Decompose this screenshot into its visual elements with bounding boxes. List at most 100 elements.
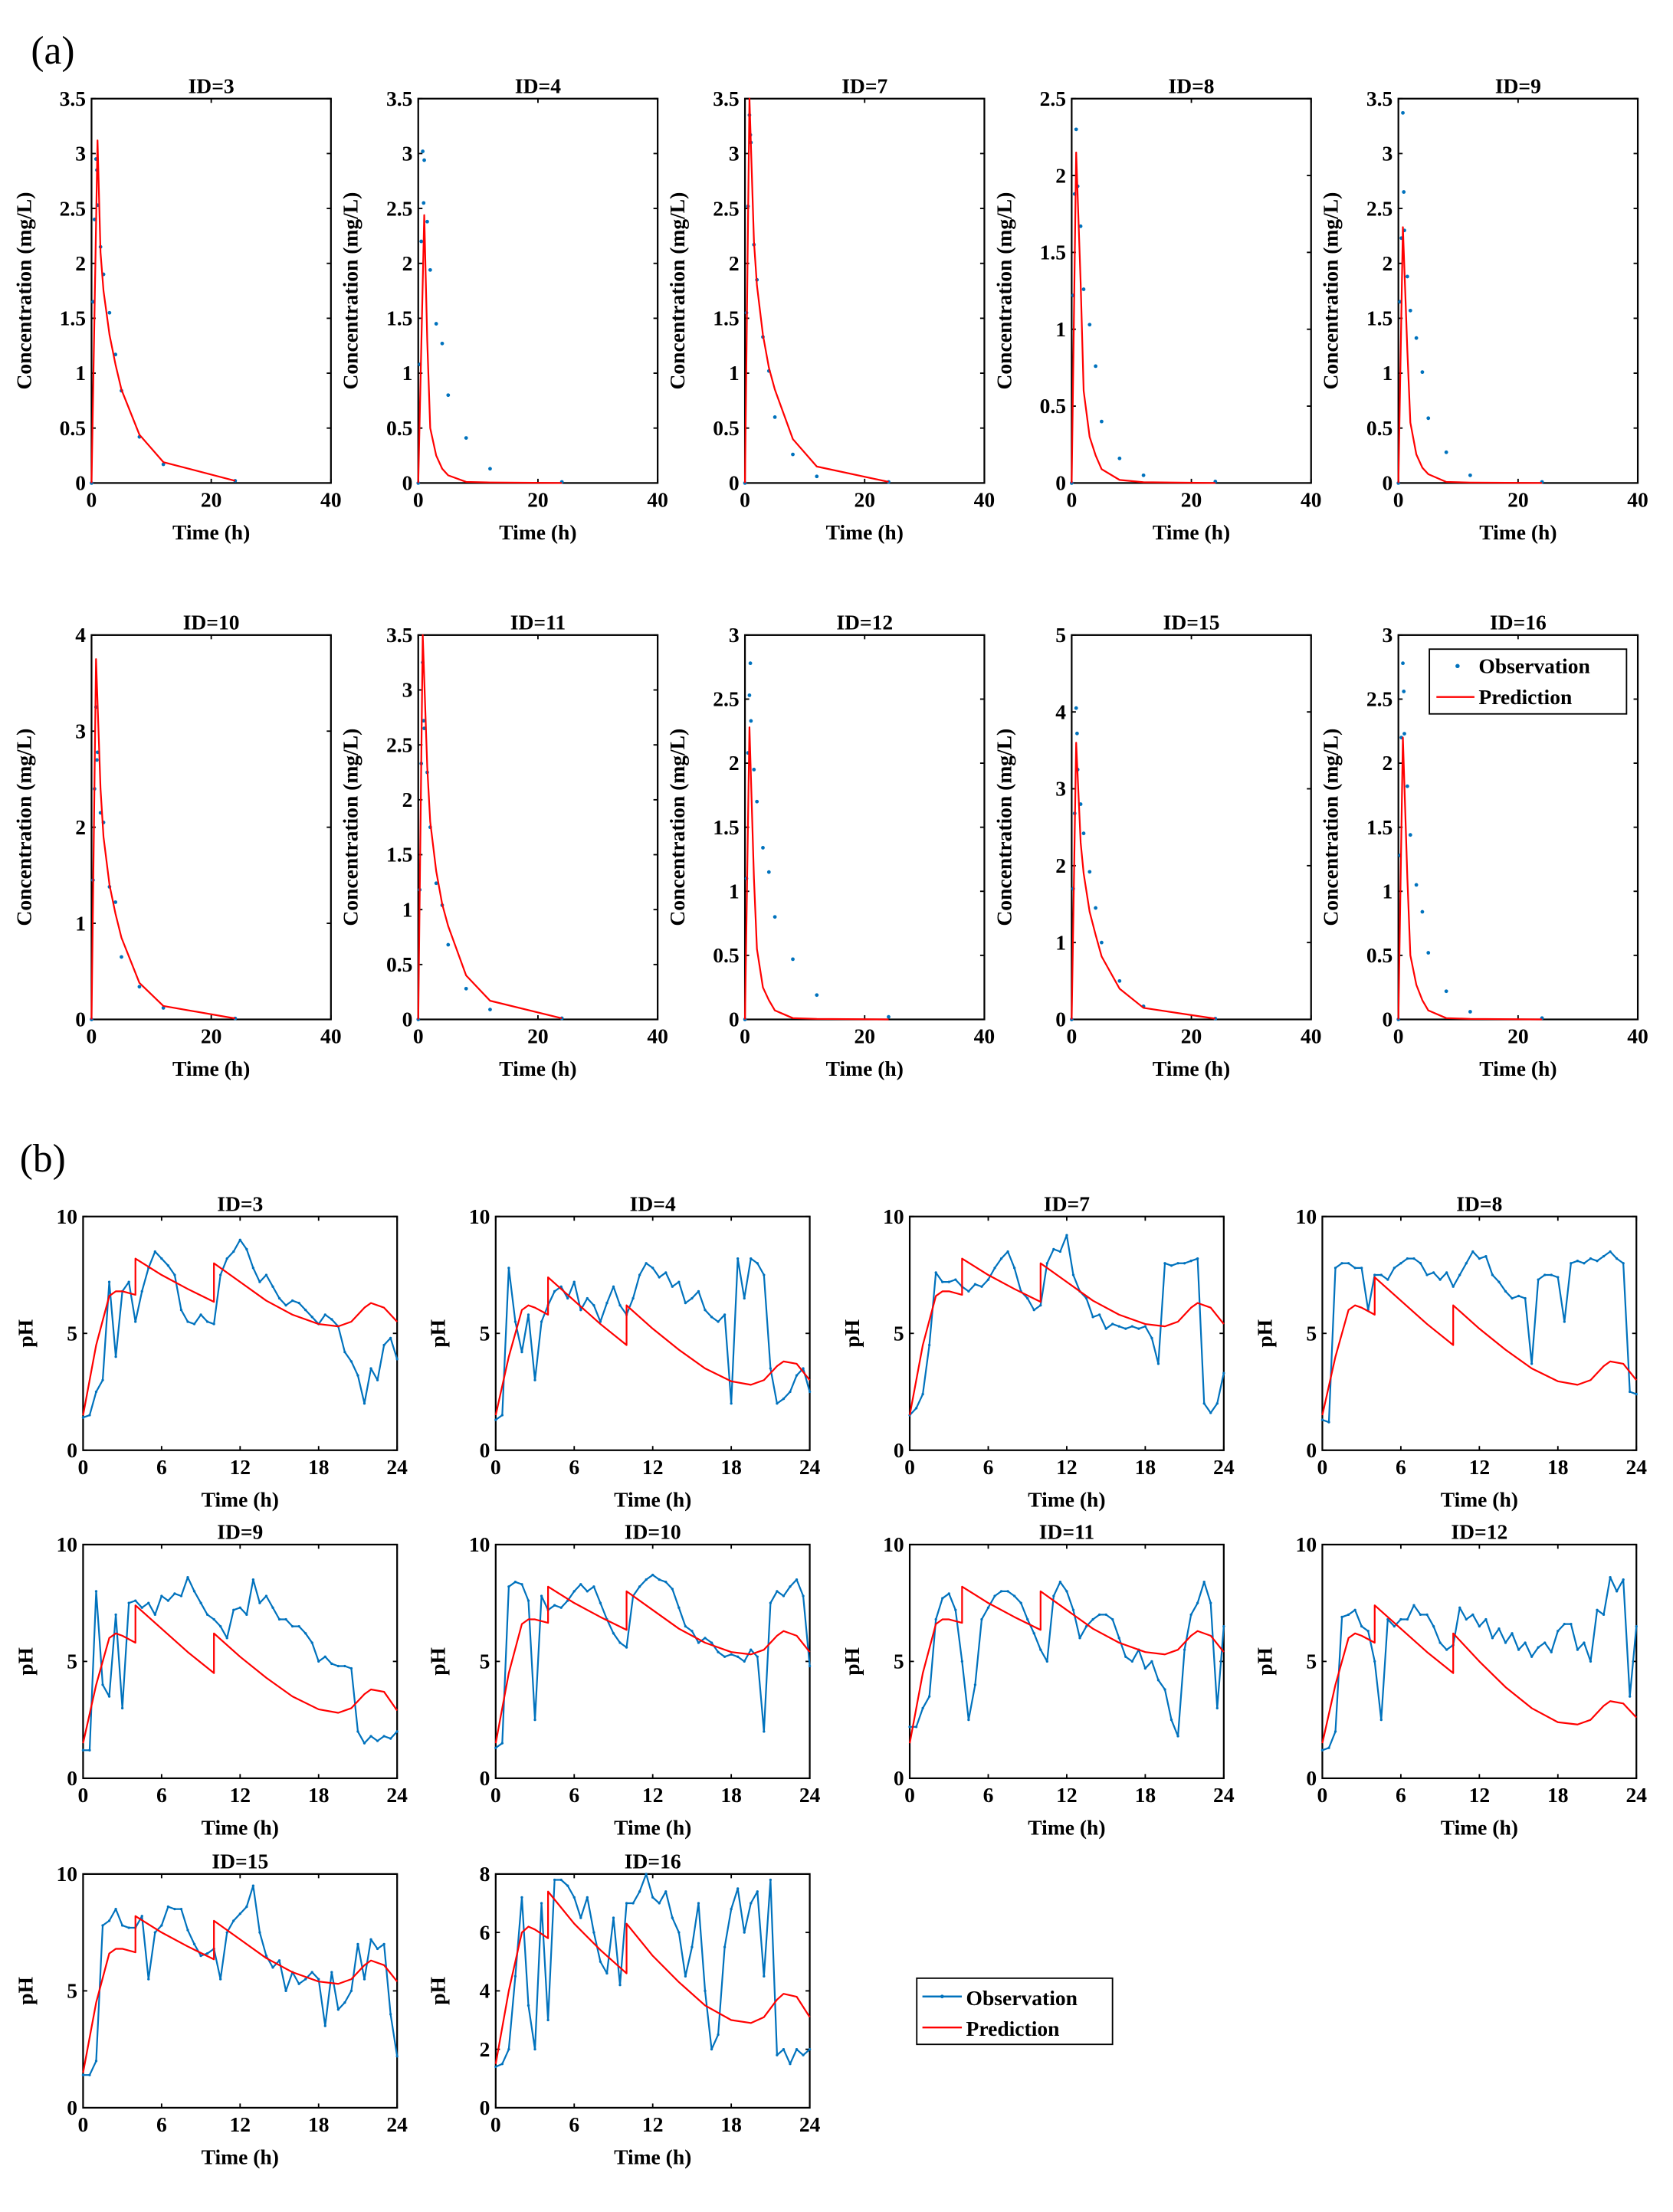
- subplot-title: ID=16: [625, 1850, 681, 1873]
- observation-point: [1504, 1290, 1507, 1293]
- observation-point: [773, 915, 777, 919]
- prediction-line: [494, 1276, 811, 1416]
- observation-point: [1511, 1632, 1514, 1635]
- observation-point: [114, 1355, 117, 1358]
- observation-point: [743, 1296, 746, 1300]
- observation-point: [1402, 732, 1406, 736]
- observation-point: [697, 1290, 700, 1293]
- observation-point: [1141, 473, 1146, 477]
- observation-point: [1491, 1273, 1494, 1276]
- observation-point: [1052, 1594, 1055, 1598]
- observation-point: [1399, 1262, 1402, 1265]
- y-tick-label: 2.5: [1040, 87, 1066, 110]
- observation-point: [277, 1959, 281, 1962]
- observation-point: [264, 1954, 268, 1958]
- x-tick-label: 0: [904, 1455, 915, 1479]
- observation-point: [1012, 1594, 1016, 1598]
- observation-point: [1189, 1260, 1192, 1263]
- observation-point: [546, 2018, 549, 2022]
- observation-point: [127, 1601, 130, 1604]
- y-tick-label: 3: [402, 142, 413, 165]
- y-tick-label: 2.5: [60, 196, 86, 220]
- observation-point: [960, 1660, 964, 1663]
- y-tick-label: 0: [75, 471, 86, 495]
- observation-point: [599, 1960, 602, 1963]
- y-tick-label: 2: [1055, 854, 1066, 877]
- observation-point: [251, 1267, 255, 1270]
- y-tick-label: 0: [1055, 471, 1066, 495]
- observation-point: [1517, 1648, 1520, 1651]
- observation-point: [434, 881, 438, 886]
- observation-point: [238, 1606, 241, 1609]
- x-tick-label: 6: [156, 2112, 167, 2136]
- observation-point: [376, 1739, 379, 1742]
- observation-point: [113, 352, 118, 357]
- observation-point: [941, 1597, 944, 1600]
- x-tick-label: 40: [1627, 1024, 1648, 1048]
- observation-point: [440, 341, 444, 346]
- x-tick-label: 12: [1469, 1455, 1491, 1479]
- observation-point: [795, 1578, 799, 1581]
- y-tick-label: 1: [75, 911, 86, 935]
- observation-point: [225, 1637, 228, 1640]
- observation-point: [1550, 1273, 1553, 1276]
- y-tick-label: 1.5: [1366, 815, 1393, 839]
- observation-point: [1373, 1273, 1376, 1276]
- subplot-title: ID=15: [212, 1850, 268, 1873]
- subplot-a-id-8: 0 20 40 0 0.5 1 1.5 2 2.5 ID=8 Time (h) Concentrati…: [992, 74, 1321, 544]
- y-tick-label: 10: [57, 1204, 78, 1228]
- observation-point: [599, 1320, 602, 1323]
- x-axis-label: Time (h): [1153, 1057, 1230, 1080]
- observation-point: [815, 474, 819, 479]
- observation-point: [1150, 1336, 1153, 1340]
- observation-point: [1196, 1257, 1199, 1260]
- observation-point: [382, 1942, 385, 1946]
- legend-b-observation-marker: [940, 1994, 944, 1999]
- observation-point: [488, 467, 492, 471]
- observation-point: [618, 1641, 622, 1644]
- y-tick-label: 5: [1055, 623, 1066, 647]
- observation-point: [802, 1367, 805, 1370]
- observation-point: [559, 1606, 563, 1609]
- y-tick-label: 1: [402, 897, 413, 921]
- observation-point: [1445, 1648, 1448, 1651]
- y-tick-label: 3: [75, 719, 86, 742]
- observation-point: [1156, 1362, 1160, 1365]
- x-tick-label: 0: [1066, 1024, 1077, 1048]
- observation-point: [1452, 1285, 1455, 1288]
- x-tick-label: 24: [799, 1455, 821, 1479]
- x-tick-label: 20: [201, 488, 222, 512]
- x-axis-label: Time (h): [172, 1057, 250, 1080]
- y-tick-label: 0: [1306, 1438, 1317, 1462]
- observation-point: [389, 2013, 392, 2016]
- y-axis-label: pH: [426, 1977, 450, 2005]
- observation-point: [717, 1650, 720, 1653]
- observation-point: [736, 1655, 740, 1658]
- observation-point: [323, 2024, 326, 2027]
- observation-point: [349, 1666, 353, 1670]
- observation-point: [980, 1617, 983, 1621]
- y-tick-label: 1: [402, 361, 413, 385]
- observation-point: [232, 1250, 235, 1253]
- observation-point: [179, 1594, 183, 1598]
- observation-point: [579, 1309, 582, 1312]
- observation-point: [1094, 906, 1097, 910]
- observation-point: [382, 1343, 385, 1347]
- panel-label-b: (b): [20, 1137, 66, 1181]
- subplot-title: ID=3: [189, 74, 235, 97]
- observation-point: [769, 1878, 773, 1882]
- y-tick-label: 0.5: [1366, 943, 1393, 967]
- axes-box: [743, 634, 986, 1021]
- legend-a-box: [1429, 648, 1628, 715]
- observation-point: [638, 1890, 641, 1893]
- prediction-line: [1397, 226, 1543, 484]
- observation-point: [1386, 1617, 1389, 1621]
- observation-point: [684, 1301, 687, 1305]
- observation-point: [343, 1351, 346, 1354]
- observation-point: [362, 1402, 366, 1405]
- observation-point: [1622, 1262, 1625, 1265]
- x-tick-label: 6: [156, 1783, 167, 1807]
- observation-point: [750, 1902, 753, 1905]
- observation-point: [513, 1974, 517, 1978]
- subplot-title: ID=8: [1169, 74, 1215, 97]
